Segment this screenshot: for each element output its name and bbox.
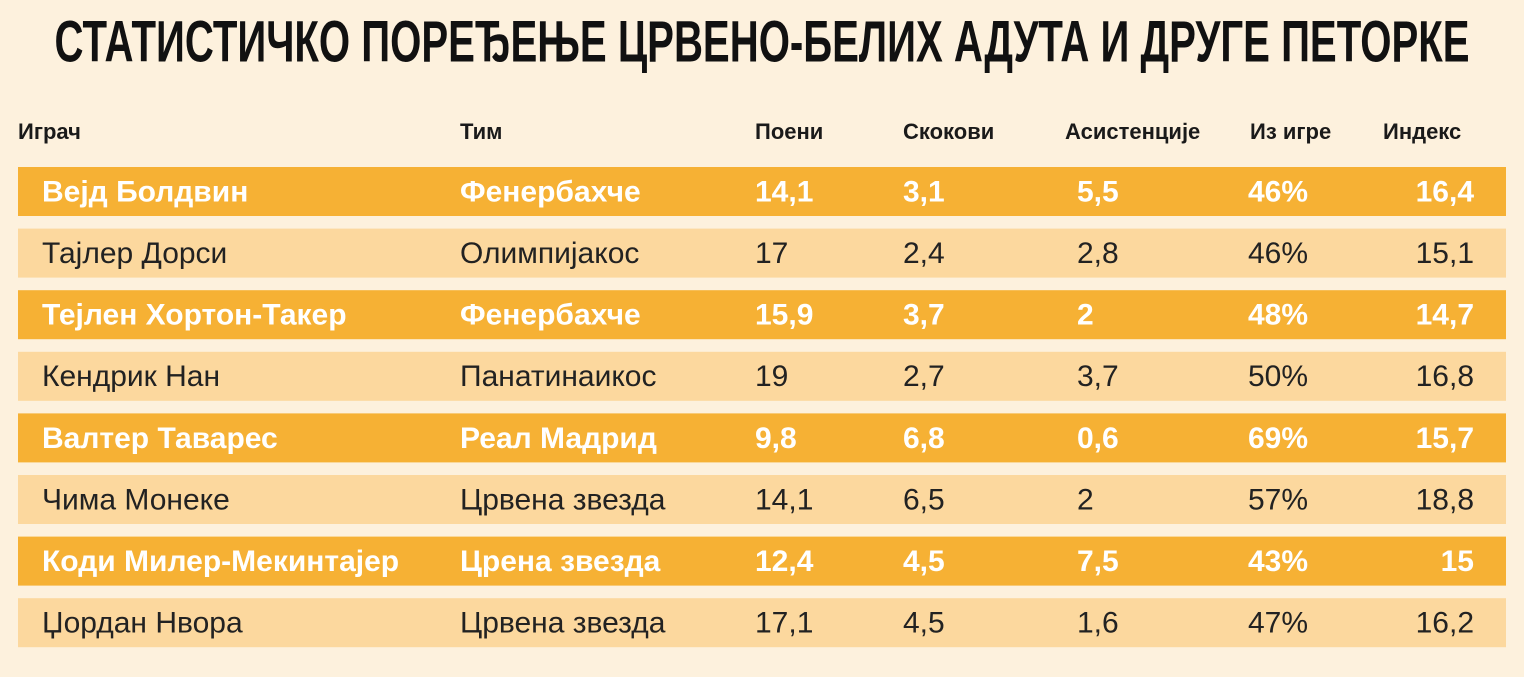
table-cell: Црвена звезда	[460, 483, 666, 516]
table-cell: 2,8	[1077, 237, 1119, 270]
table-cell: 17,1	[755, 607, 813, 640]
column-header: Поени	[755, 119, 823, 144]
column-header: Тим	[460, 119, 502, 144]
table-cell: 3,7	[1077, 360, 1119, 393]
table-cell: 0,6	[1077, 422, 1119, 455]
table-cell: 16,2	[1416, 607, 1474, 640]
table-row: Тајлер Дорси Олимпијакос 17 2,4 2,8 46% 15,1	[18, 228, 1506, 278]
row-background	[18, 351, 1506, 401]
table-cell: Црена звезда	[460, 545, 661, 578]
table-row: Валтер Таварес Реал Мадрид 9,8 6,8 0,6 69% 15,…	[18, 413, 1506, 463]
table-cell: 1,6	[1077, 607, 1119, 640]
table-cell: 4,5	[903, 545, 945, 578]
table-row: Чима Монеке Црвена звезда 14,1 6,5 2 57% 18,8	[18, 475, 1506, 524]
row-background	[18, 167, 1506, 216]
table-cell: 15	[1441, 545, 1474, 578]
table-cell: Чима Монеке	[42, 483, 230, 516]
table-cell: Џордан Нвора	[42, 607, 243, 640]
table-cell: 46%	[1248, 175, 1308, 208]
table-row: Кендрик Нан Панатинаикос 19 2,7 3,7 50% 16,8	[18, 351, 1506, 401]
table-cell: 3,7	[903, 299, 945, 332]
column-header: Играч	[18, 119, 81, 144]
table-cell: Тејлен Хортон-Такер	[42, 299, 347, 332]
table-cell: 16,8	[1416, 360, 1474, 393]
column-header: Индекс	[1383, 119, 1461, 144]
table-cell: 14,1	[755, 175, 813, 208]
column-header: Из игре	[1250, 119, 1331, 144]
row-background	[18, 290, 1506, 340]
table-cell: 2	[1077, 299, 1094, 332]
table-row: Вејд Болдвин Фенербахче 14,1 3,1 5,5 46% 16,4	[18, 167, 1506, 216]
table-cell: Црвена звезда	[460, 607, 666, 640]
table-cell: Коди Милер-Мекинтајер	[42, 545, 399, 578]
title: СТАТИСТИЧКО ПОРЕЂЕЊЕ ЦРВЕНО-БЕЛИХ АДУТА …	[55, 9, 1470, 74]
table-cell: 3,1	[903, 175, 945, 208]
table-cell: 18,8	[1416, 483, 1474, 516]
table-cell: Панатинаикос	[460, 360, 657, 393]
table-cell: Тајлер Дорси	[42, 237, 227, 270]
table-cell: Фенербахче	[460, 175, 641, 208]
row-background	[18, 536, 1506, 586]
table-row: Тејлен Хортон-Такер Фенербахче 15,9 3,7 2 48%…	[18, 290, 1506, 340]
table-cell: 6,5	[903, 483, 945, 516]
table-cell: 14,7	[1416, 299, 1474, 332]
table-cell: 69%	[1248, 422, 1308, 455]
row-background	[18, 475, 1506, 524]
table-cell: 15,7	[1416, 422, 1474, 455]
table-cell: 19	[755, 360, 788, 393]
table-cell: Фенербахче	[460, 299, 641, 332]
table-cell: Кендрик Нан	[42, 360, 220, 393]
table-cell: 7,5	[1077, 545, 1119, 578]
table-cell: 2	[1077, 483, 1094, 516]
table-cell: 6,8	[903, 422, 945, 455]
table-cell: 4,5	[903, 607, 945, 640]
table-cell: 46%	[1248, 237, 1308, 270]
header-row: Играч Тим Поени Скокови Асистенције Из игре Ин…	[18, 119, 1461, 144]
table-cell: 48%	[1248, 299, 1308, 332]
column-header: Асистенције	[1065, 119, 1200, 144]
table-cell: 5,5	[1077, 175, 1119, 208]
table-cell: Валтер Таварес	[42, 422, 278, 455]
table-cell: 15,9	[755, 299, 813, 332]
table-cell: Вејд Болдвин	[42, 175, 248, 208]
table-cell: 17	[755, 237, 788, 270]
table-cell: 16,4	[1416, 175, 1475, 208]
table-cell: 50%	[1248, 360, 1308, 393]
table-row: Џордан Нвора Црвена звезда 17,1 4,5 1,6 47% 16…	[18, 598, 1506, 648]
table-cell: 2,7	[903, 360, 945, 393]
table-cell: 2,4	[903, 237, 945, 270]
table-cell: 43%	[1248, 545, 1308, 578]
table-cell: 14,1	[755, 483, 813, 516]
row-background	[18, 598, 1506, 648]
table-row: Коди Милер-Мекинтајер Црена звезда 12,4 4,5…	[18, 536, 1506, 586]
table-cell: 9,8	[755, 422, 797, 455]
table-cell: 12,4	[755, 545, 814, 578]
table-cell: 57%	[1248, 483, 1308, 516]
table-cell: Олимпијакос	[460, 237, 639, 270]
row-background	[18, 413, 1506, 463]
table-cell: 47%	[1248, 607, 1308, 640]
row-background	[18, 228, 1506, 278]
table-cell: Реал Мадрид	[460, 422, 657, 455]
table-cell: 15,1	[1416, 237, 1474, 270]
column-header: Скокови	[903, 119, 994, 144]
